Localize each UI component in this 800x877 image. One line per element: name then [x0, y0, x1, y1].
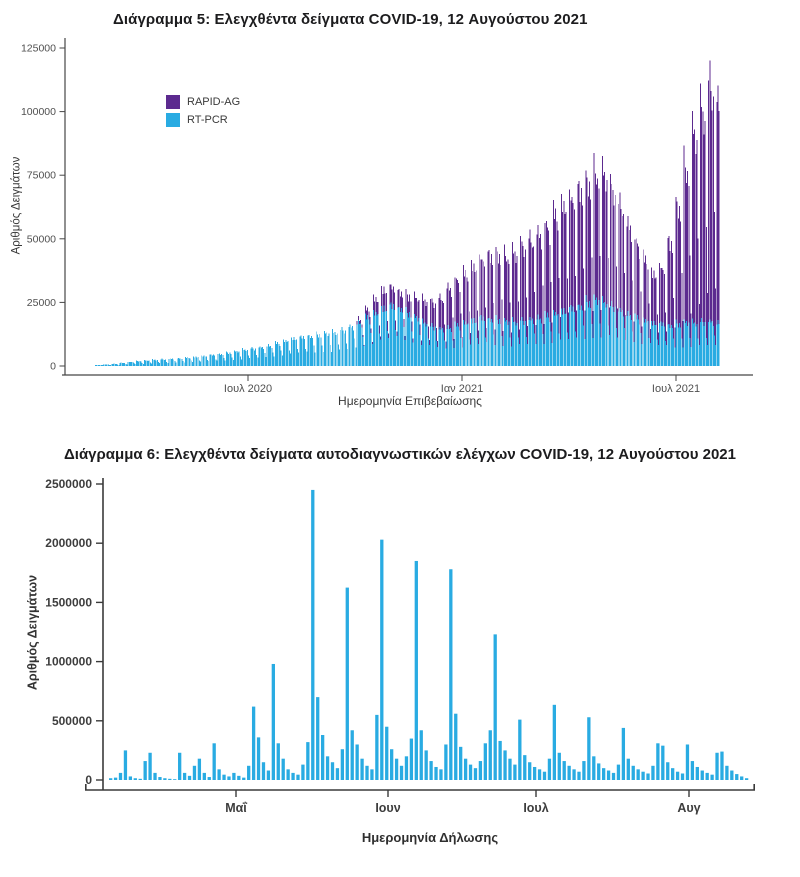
legend-item-rapid-ag: RAPID-AG [166, 93, 240, 111]
chart5-bars [95, 60, 720, 366]
chart6-y-tick-label: 1000000 [45, 655, 92, 669]
chart6-y-tick-label: 0 [85, 773, 92, 787]
chart5-x-tick-label: Ιουλ 2020 [224, 383, 272, 395]
chart6-y-tick-label: 500000 [52, 714, 92, 728]
chart5-y-tick-label: 50000 [27, 233, 56, 245]
chart6-x-tick-label: Ιουν [375, 801, 400, 815]
chart6-x-tick-label: Μαΐ [225, 801, 247, 815]
chart6-y-tick-label: 2000000 [45, 536, 92, 550]
chart5-x-tick-label: Ιουλ 2021 [652, 383, 700, 395]
chart5-y-tick-label: 100000 [21, 106, 56, 118]
chart6-x-axis-label: Ημερομηνία Δήλωσης [361, 830, 499, 845]
chart6-y-tick-label: 1500000 [45, 595, 92, 609]
legend-swatch-rapid-ag [166, 95, 180, 109]
chart5-y-tick-label: 75000 [27, 170, 56, 182]
chart5-legend: RAPID-AG RT-PCR [166, 93, 240, 129]
chart5-y-tick-label: 125000 [21, 43, 56, 55]
legend-item-rt-pcr: RT-PCR [166, 111, 240, 129]
chart5-y-tick-label: 25000 [27, 297, 56, 309]
legend-swatch-rt-pcr [166, 113, 180, 127]
chart5-y-tick-label: 0 [50, 361, 56, 373]
legend-label-rapid-ag: RAPID-AG [187, 96, 241, 108]
chart5-x-axis-label: Ημερομηνία Επιβεβαίωσης [338, 394, 482, 408]
legend-label-rt-pcr: RT-PCR [187, 114, 228, 126]
chart5-x-tick-label: Ιαν 2021 [441, 383, 483, 395]
chart6-x-tick-label: Ιουλ [523, 801, 548, 815]
chart6-x-tick-label: Αυγ [677, 801, 700, 815]
chart6-y-tick-label: 2500000 [45, 477, 92, 491]
chart6-title: Διάγραμμα 6: Ελεγχθέντα δείγματα αυτοδια… [64, 446, 736, 463]
chart6-bars [109, 489, 749, 780]
chart5-title: Διάγραμμα 5: Ελεγχθέντα δείγματα COVID-1… [113, 11, 588, 28]
